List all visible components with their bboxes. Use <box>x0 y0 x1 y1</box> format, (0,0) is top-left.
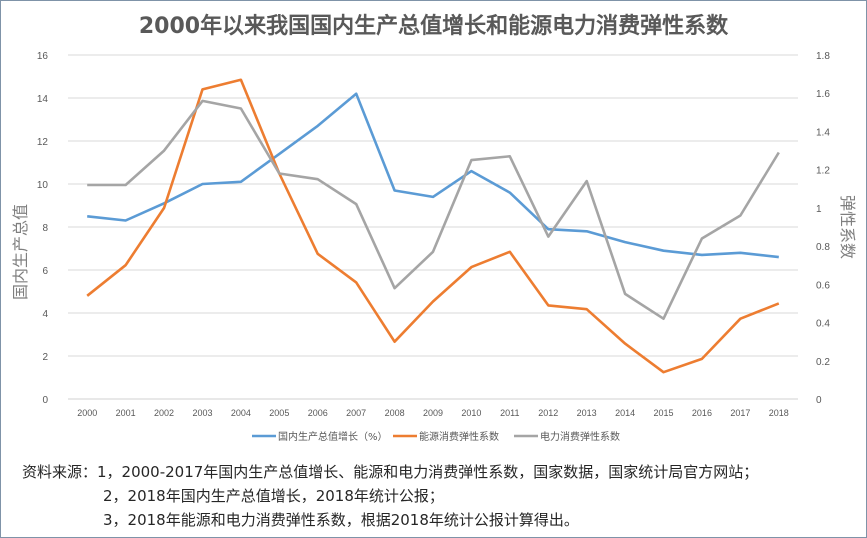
source-note: 资料来源：1，2000-2017年国内生产总值增长、能源和电力消费弹性系数，国家… <box>22 460 758 532</box>
y2-tick-label: 0.4 <box>816 319 830 330</box>
legend-label: 电力消费弹性系数 <box>540 430 620 443</box>
x-tick-label: 2009 <box>423 408 443 418</box>
right-axis-title: 弹性系数 <box>838 195 857 259</box>
y2-tick-label: 0.2 <box>816 357 830 368</box>
x-tick-label: 2015 <box>654 408 674 418</box>
source-line-3: 3，2018年能源和电力消费弹性系数，根据2018年统计公报计算得出。 <box>103 511 579 529</box>
left-axis-ticks: 0 2 4 6 8 10 12 14 16 <box>37 51 49 406</box>
x-tick-label: 2001 <box>116 408 136 418</box>
y2-tick-label: 0.6 <box>816 280 830 291</box>
series-line-3 <box>87 99 780 321</box>
y-tick-label: 8 <box>42 223 48 234</box>
x-tick-label: 2014 <box>615 408 635 418</box>
legend-label: 能源消费弹性系数 <box>419 430 499 443</box>
series-line-2 <box>86 78 780 374</box>
y2-tick-label: 1 <box>816 204 822 215</box>
y-tick-label: 6 <box>42 266 48 277</box>
y-tick-label: 10 <box>37 180 49 191</box>
x-tick-label: 2012 <box>538 408 558 418</box>
chart-title: 2000年以来我国国内生产总值增长和能源电力消费弹性系数 <box>138 14 729 39</box>
x-tick-label: 2006 <box>308 408 328 418</box>
x-tick-label: 2016 <box>692 408 712 418</box>
y2-tick-label: 1.6 <box>816 89 830 100</box>
x-tick-label: 2000 <box>77 408 97 418</box>
y-tick-label: 0 <box>42 395 48 406</box>
x-tick-label: 2011 <box>500 408 519 418</box>
y2-tick-label: 0 <box>816 395 822 406</box>
x-tick-label: 2005 <box>269 408 289 418</box>
y2-tick-label: 0.8 <box>816 242 830 253</box>
gridlines <box>68 54 798 400</box>
y-tick-label: 12 <box>37 137 49 148</box>
x-tick-label: 2002 <box>154 408 174 418</box>
x-tick-label: 2018 <box>769 408 789 418</box>
legend-label: 国内生产总值增长（%） <box>278 430 388 443</box>
x-tick-label: 2004 <box>231 408 251 418</box>
y2-tick-label: 1.2 <box>816 166 830 177</box>
series-line-1 <box>87 92 779 259</box>
left-axis-title: 国内生产总值 <box>11 204 30 300</box>
y2-tick-label: 1.8 <box>816 51 830 62</box>
y-tick-label: 14 <box>37 94 49 105</box>
y-tick-label: 4 <box>42 309 48 320</box>
source-line-2: 2，2018年国内生产总值增长，2018年统计公报； <box>103 487 444 505</box>
y-tick-label: 16 <box>37 51 49 62</box>
x-tick-label: 2007 <box>346 408 366 418</box>
x-tick-label: 2017 <box>730 408 750 418</box>
x-tick-label: 2008 <box>385 408 405 418</box>
legend: 国内生产总值增长（%） 能源消费弹性系数 电力消费弹性系数 <box>252 430 620 443</box>
series-lines <box>86 78 780 374</box>
x-axis-ticks: 2000 2001 2002 2003 2004 2005 2006 2007 2008 2009… <box>77 408 789 418</box>
x-tick-label: 2003 <box>192 408 212 418</box>
right-axis-ticks: 0 0.2 0.4 0.6 0.8 1 1.2 1.4 1.6 1.8 <box>816 51 830 406</box>
x-tick-label: 2010 <box>461 408 481 418</box>
line-chart: 0 2 4 6 8 10 12 14 16 0 0.2 0.4 0.6 0.8 1 1.2 1.4 1.6 1.8… <box>11 51 857 443</box>
source-line-1: 资料来源：1，2000-2017年国内生产总值增长、能源和电力消费弹性系数，国家… <box>22 463 759 481</box>
y2-tick-label: 1.4 <box>816 127 830 138</box>
x-tick-label: 2013 <box>577 408 597 418</box>
y-tick-label: 2 <box>42 352 48 363</box>
